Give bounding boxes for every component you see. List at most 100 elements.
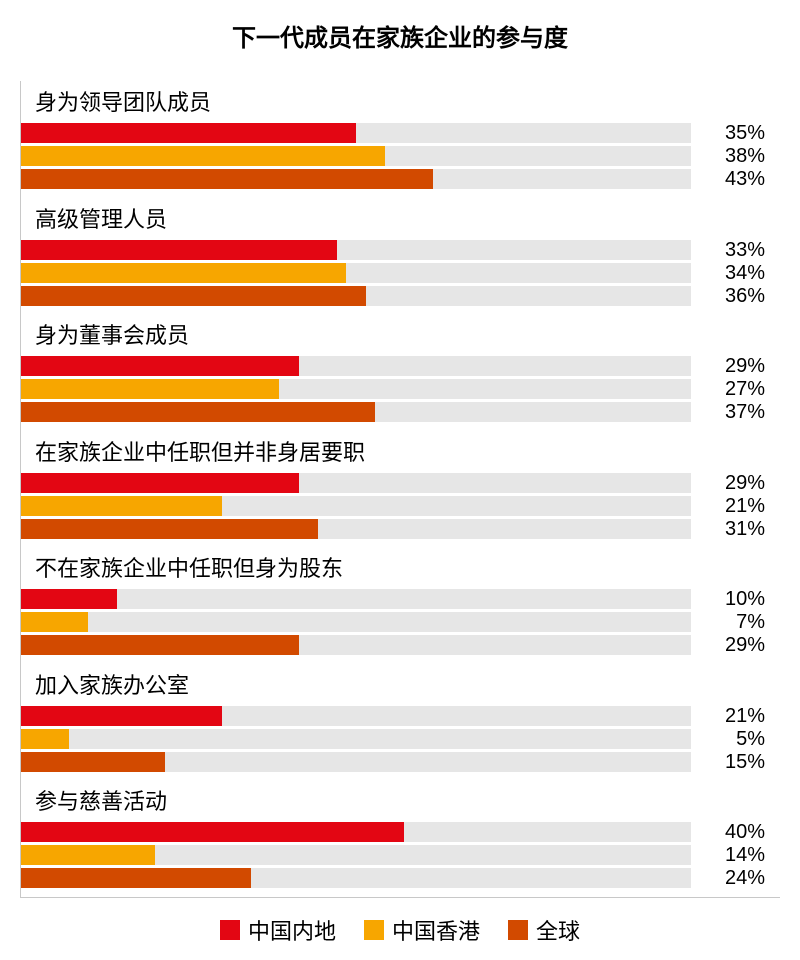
bar-track xyxy=(21,169,691,189)
bar-track xyxy=(21,496,691,516)
bar-value: 21% xyxy=(691,706,771,726)
bar-value: 36% xyxy=(691,286,771,306)
bar-track xyxy=(21,146,691,166)
bar-row: 21% xyxy=(21,495,780,516)
bar-value: 7% xyxy=(691,612,771,632)
bar-row: 33% xyxy=(21,239,780,260)
bar-hk xyxy=(21,845,155,865)
bar-value: 33% xyxy=(691,240,771,260)
bar-global xyxy=(21,635,299,655)
bar-hk xyxy=(21,496,222,516)
bar-row: 37% xyxy=(21,402,780,423)
legend: 中国内地 中国香港 全球 xyxy=(10,914,790,946)
legend-swatch xyxy=(220,920,240,940)
bar-row: 34% xyxy=(21,262,780,283)
bar-group: 加入家族办公室21%5%15% xyxy=(21,664,780,781)
bar-row: 43% xyxy=(21,169,780,190)
bar-value: 14% xyxy=(691,845,771,865)
bar-hk xyxy=(21,379,279,399)
bar-track xyxy=(21,706,691,726)
group-label: 高级管理人员 xyxy=(21,206,780,240)
bar-track xyxy=(21,519,691,539)
bar-group: 不在家族企业中任职但身为股东10% 7% 29% xyxy=(21,547,780,664)
bar-hk xyxy=(21,146,385,166)
bar-track xyxy=(21,402,691,422)
bar-group: 身为董事会成员29%27%37% xyxy=(21,314,780,431)
bar-track xyxy=(21,752,691,772)
bar-value: 27% xyxy=(691,379,771,399)
bar-row: 21% xyxy=(21,705,780,726)
bar-value: 29% xyxy=(691,635,771,655)
bar-mainland xyxy=(21,589,117,609)
bar-track xyxy=(21,868,691,888)
bar-global xyxy=(21,286,366,306)
bar-track xyxy=(21,473,691,493)
bar-mainland xyxy=(21,356,299,376)
bar-row: 10% xyxy=(21,589,780,610)
legend-label: 全球 xyxy=(536,914,580,946)
bar-group: 参与慈善活动40% 14% 24% xyxy=(21,780,780,897)
bar-track-bg xyxy=(21,612,691,632)
bar-value: 40% xyxy=(691,822,771,842)
bar-row: 29% xyxy=(21,472,780,493)
bar-value: 10% xyxy=(691,589,771,609)
bar-track xyxy=(21,240,691,260)
bar-mainland xyxy=(21,473,299,493)
legend-swatch xyxy=(364,920,384,940)
group-label: 身为领导团队成员 xyxy=(21,89,780,123)
bar-track xyxy=(21,729,691,749)
bar-row: 5% xyxy=(21,728,780,749)
bar-row: 31% xyxy=(21,518,780,539)
bar-track xyxy=(21,612,691,632)
bar-track xyxy=(21,286,691,306)
chart-title: 下一代成员在家族企业的参与度 xyxy=(10,18,790,53)
bar-global xyxy=(21,519,318,539)
bar-value: 29% xyxy=(691,356,771,376)
bar-row: 29% xyxy=(21,356,780,377)
bar-global xyxy=(21,868,251,888)
group-label: 不在家族企业中任职但身为股东 xyxy=(21,555,780,589)
bar-global xyxy=(21,169,433,189)
bar-mainland xyxy=(21,706,222,726)
bar-value: 35% xyxy=(691,123,771,143)
bar-value: 43% xyxy=(691,169,771,189)
bar-hk xyxy=(21,729,69,749)
legend-item-hk: 中国香港 xyxy=(364,914,480,946)
bar-mainland xyxy=(21,123,356,143)
bar-track-bg xyxy=(21,589,691,609)
bar-global xyxy=(21,402,375,422)
bar-mainland xyxy=(21,240,337,260)
bar-row: 14% xyxy=(21,845,780,866)
bar-track xyxy=(21,356,691,376)
bar-group: 在家族企业中任职但并非身居要职29% 21%31% xyxy=(21,431,780,548)
legend-item-mainland: 中国内地 xyxy=(220,914,336,946)
bar-track xyxy=(21,635,691,655)
group-label: 在家族企业中任职但并非身居要职 xyxy=(21,439,780,473)
bar-value: 21% xyxy=(691,496,771,516)
bar-track xyxy=(21,845,691,865)
bar-value: 5% xyxy=(691,729,771,749)
plot-area: 身为领导团队成员35%38%43%高级管理人员33%34%36%身为董事会成员2… xyxy=(20,81,780,898)
legend-label: 中国内地 xyxy=(248,914,336,946)
legend-label: 中国香港 xyxy=(392,914,480,946)
bar-row: 27% xyxy=(21,379,780,400)
bar-row: 7% xyxy=(21,612,780,633)
bar-hk xyxy=(21,263,346,283)
bar-group: 高级管理人员33% 34% 36% xyxy=(21,198,780,315)
bar-value: 24% xyxy=(691,868,771,888)
group-label: 参与慈善活动 xyxy=(21,788,780,822)
legend-item-global: 全球 xyxy=(508,914,580,946)
bar-track-bg xyxy=(21,729,691,749)
bar-track xyxy=(21,589,691,609)
bar-row: 36% xyxy=(21,285,780,306)
bar-value: 15% xyxy=(691,752,771,772)
bar-track xyxy=(21,123,691,143)
bar-track xyxy=(21,263,691,283)
bar-row: 35% xyxy=(21,123,780,144)
bar-value: 38% xyxy=(691,146,771,166)
bar-row: 24% xyxy=(21,868,780,889)
bar-track xyxy=(21,822,691,842)
bar-mainland xyxy=(21,822,404,842)
bar-row: 40% xyxy=(21,822,780,843)
bar-value: 34% xyxy=(691,263,771,283)
